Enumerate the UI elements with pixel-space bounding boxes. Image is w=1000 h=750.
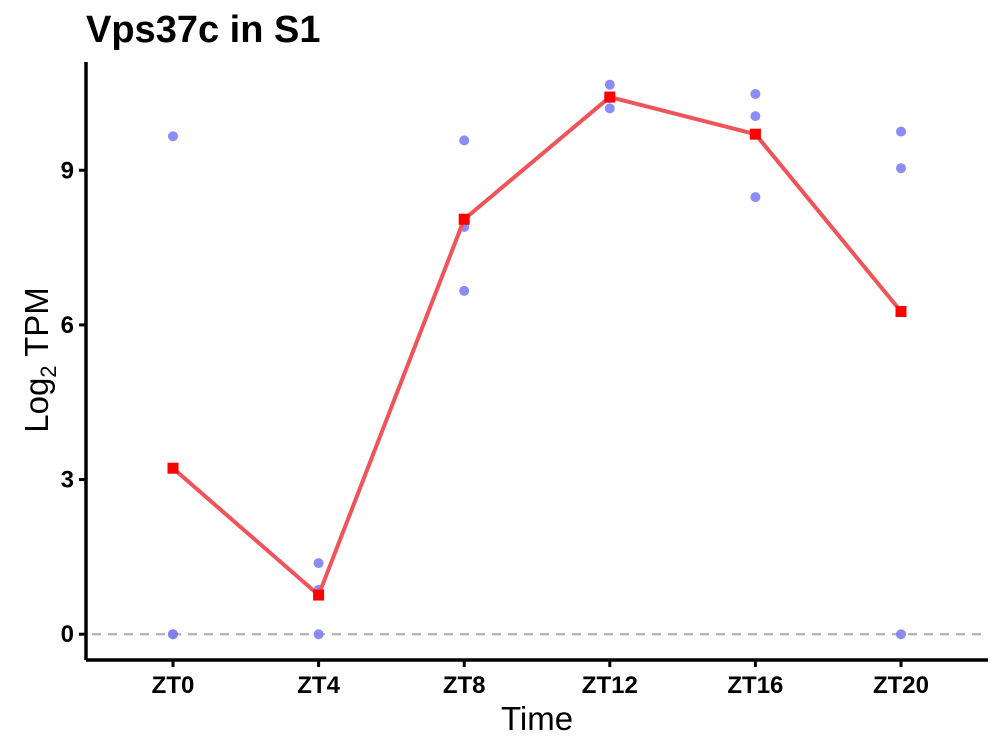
y-tick-label: 9	[61, 157, 74, 184]
data-point	[604, 79, 615, 90]
data-point	[750, 111, 761, 122]
mean-marker	[895, 306, 907, 318]
x-tick-label: ZT20	[873, 672, 929, 699]
data-point	[168, 131, 178, 142]
data-point	[896, 126, 906, 137]
y-axis-title-subscript: 2	[36, 365, 61, 377]
x-tick-label: ZT4	[297, 672, 340, 699]
data-point	[313, 558, 324, 569]
data-point	[750, 192, 761, 203]
y-axis-title: Log2 TPM	[18, 287, 61, 433]
mean-marker	[749, 128, 761, 140]
x-tick-label: ZT12	[582, 672, 638, 699]
mean-marker	[167, 462, 179, 474]
x-tick-label: ZT8	[443, 672, 486, 699]
data-point	[750, 88, 761, 99]
x-axis-title: Time	[501, 700, 573, 737]
replicate-points-group	[168, 79, 906, 640]
y-axis-title-base: Log	[18, 378, 55, 433]
mean-marker	[313, 589, 325, 601]
y-tick-label: 0	[61, 621, 74, 648]
data-point	[459, 285, 470, 296]
y-tick-label: 3	[61, 467, 74, 494]
data-point	[896, 629, 906, 640]
mean-marker	[458, 213, 470, 225]
data-point	[313, 629, 324, 640]
mean-marker	[604, 91, 616, 103]
x-tick-label: ZT16	[727, 672, 783, 699]
data-point	[459, 135, 470, 146]
y-tick-label: 6	[61, 312, 74, 339]
y-axis-title-suffix: TPM	[18, 287, 55, 365]
chart-title: Vps37c in S1	[86, 9, 320, 51]
axes: 0 3 6 9 ZT0 ZT4 ZT8 ZT12 ZT16 ZT20	[61, 62, 988, 699]
mean-line	[171, 95, 903, 598]
mean-line-group	[167, 91, 907, 601]
data-point	[604, 103, 615, 114]
x-tick-label: ZT0	[152, 672, 195, 699]
data-point	[896, 163, 906, 174]
data-point	[168, 629, 178, 640]
